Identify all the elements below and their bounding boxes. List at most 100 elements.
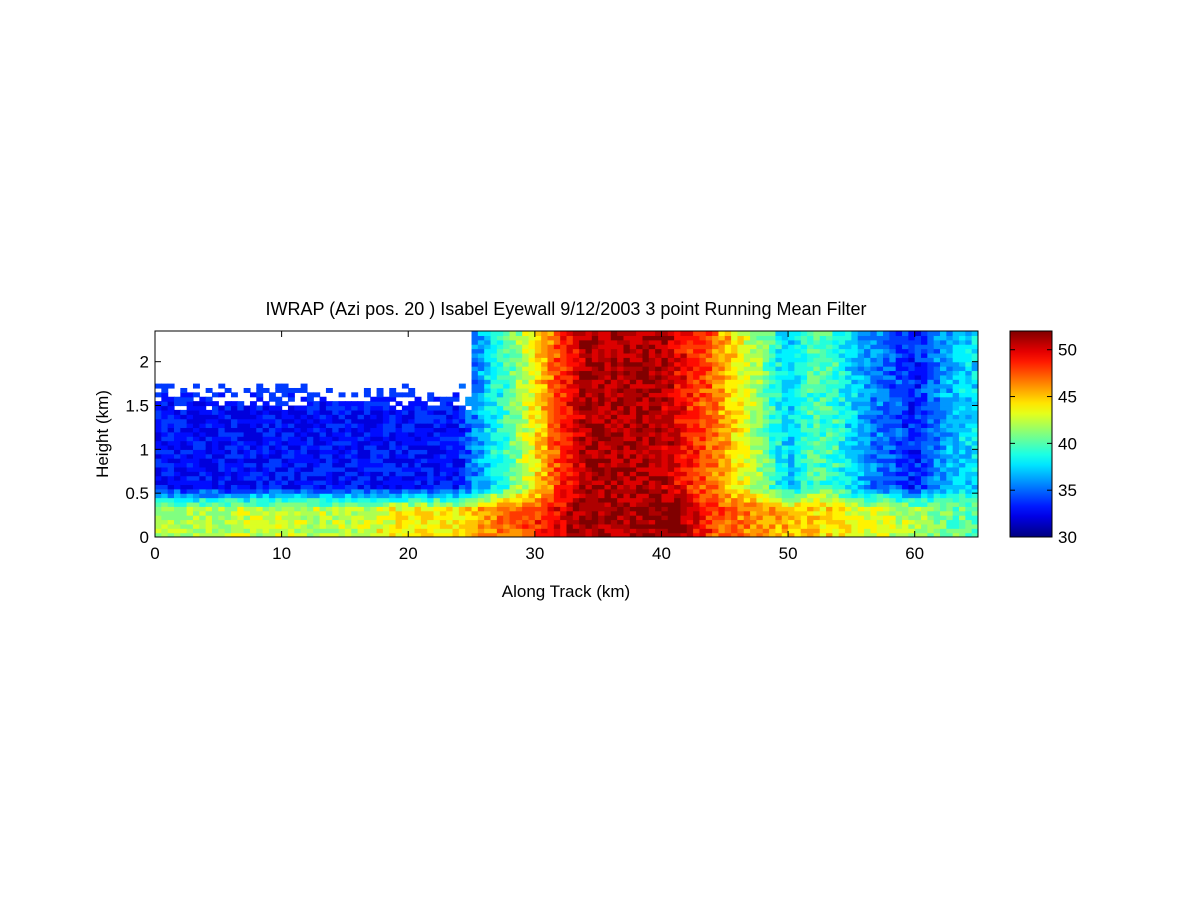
heatmap-cell	[484, 383, 492, 389]
heatmap-cell	[807, 414, 814, 420]
heatmap-cell	[636, 519, 644, 525]
heatmap-cell	[674, 344, 682, 350]
heatmap-cell	[642, 361, 650, 367]
heatmap-cell	[895, 370, 903, 376]
heatmap-cell	[623, 370, 631, 376]
heatmap-cell	[509, 510, 517, 516]
heatmap-cell	[857, 379, 865, 385]
heatmap-cell	[585, 331, 593, 336]
heatmap-cell	[851, 453, 859, 459]
heatmap-cell	[800, 418, 808, 424]
heatmap-cell	[566, 357, 574, 363]
heatmap-cell	[826, 471, 833, 477]
heatmap-cell	[598, 409, 606, 415]
heatmap-cell	[199, 396, 207, 402]
heatmap-cell	[496, 344, 504, 350]
heatmap-cell	[718, 510, 726, 516]
heatmap-cell	[889, 401, 897, 407]
heatmap-cell	[503, 405, 511, 411]
heatmap-cell	[256, 475, 264, 481]
heatmap-cell	[205, 444, 213, 450]
heatmap-cell	[750, 471, 758, 477]
heatmap-cell	[655, 449, 663, 455]
heatmap-cell	[477, 440, 485, 446]
heatmap-cell	[458, 440, 466, 446]
heatmap-cell	[883, 466, 890, 472]
heatmap-cell	[199, 501, 207, 507]
heatmap-cell	[819, 471, 827, 477]
heatmap-cell	[566, 405, 574, 411]
heatmap-cell	[338, 523, 346, 529]
heatmap-cell	[186, 528, 194, 534]
heatmap-cell	[781, 528, 789, 534]
heatmap-cell	[705, 523, 713, 529]
heatmap-cell	[648, 418, 656, 424]
heatmap-cell	[598, 440, 606, 446]
heatmap-cell	[414, 444, 422, 450]
heatmap-cell	[876, 471, 884, 477]
heatmap-cell	[332, 401, 340, 407]
heatmap-cell	[883, 523, 890, 529]
heatmap-cell	[490, 379, 498, 385]
heatmap-cell	[522, 515, 530, 521]
heatmap-cell	[351, 510, 359, 516]
heatmap-cell	[895, 357, 903, 363]
heatmap-cell	[477, 409, 485, 415]
heatmap-cell	[256, 480, 264, 485]
heatmap-cell	[667, 352, 675, 358]
heatmap-cell	[439, 484, 447, 490]
heatmap-cell	[275, 523, 283, 529]
heatmap-cell	[674, 501, 682, 507]
heatmap-cell	[477, 480, 485, 485]
heatmap-cell	[883, 423, 890, 429]
heatmap-cell	[921, 466, 928, 472]
heatmap-cell	[268, 488, 276, 494]
heatmap-cell	[864, 493, 871, 499]
heatmap-cell	[528, 510, 536, 516]
heatmap-cell	[566, 339, 574, 345]
heatmap-cell	[471, 471, 479, 477]
heatmap-cell	[731, 440, 739, 446]
heatmap-cell	[509, 374, 517, 380]
heatmap-cell	[585, 488, 593, 494]
heatmap-cell	[610, 387, 618, 393]
heatmap-cell	[724, 370, 732, 376]
heatmap-cell	[471, 523, 479, 529]
heatmap-cell	[300, 466, 308, 472]
heatmap-cell	[851, 471, 859, 477]
heatmap-cell	[705, 348, 713, 354]
heatmap-cell	[604, 480, 612, 485]
heatmap-cell	[655, 383, 663, 389]
heatmap-cell	[902, 436, 909, 442]
heatmap-cell	[864, 466, 871, 472]
heatmap-cell	[313, 510, 321, 516]
heatmap-cell	[471, 515, 479, 521]
heatmap-cell	[287, 519, 295, 525]
heatmap-cell	[585, 392, 593, 398]
heatmap-cell	[610, 418, 618, 424]
heatmap-cell	[281, 436, 289, 442]
heatmap-cell	[908, 414, 916, 420]
heatmap-cell	[572, 475, 580, 481]
heatmap-cell	[509, 352, 517, 358]
heatmap-cell	[338, 444, 346, 450]
heatmap-cell	[680, 352, 688, 358]
heatmap-cell	[281, 423, 289, 429]
heatmap-cell	[192, 466, 200, 472]
heatmap-cell	[857, 361, 865, 367]
heatmap-cell	[889, 418, 897, 424]
heatmap-cell	[224, 405, 232, 411]
heatmap-cell	[629, 339, 637, 345]
heatmap-cell	[262, 444, 270, 450]
heatmap-cell	[325, 453, 333, 459]
heatmap-cell	[439, 458, 447, 464]
heatmap-cell	[921, 436, 928, 442]
heatmap-cell	[750, 444, 758, 450]
heatmap-cell	[313, 488, 321, 494]
heatmap-cell	[686, 458, 694, 464]
heatmap-cell	[705, 409, 713, 415]
heatmap-cell	[642, 431, 650, 437]
heatmap-cell	[503, 361, 511, 367]
heatmap-cell	[655, 405, 663, 411]
heatmap-cell	[743, 414, 751, 420]
